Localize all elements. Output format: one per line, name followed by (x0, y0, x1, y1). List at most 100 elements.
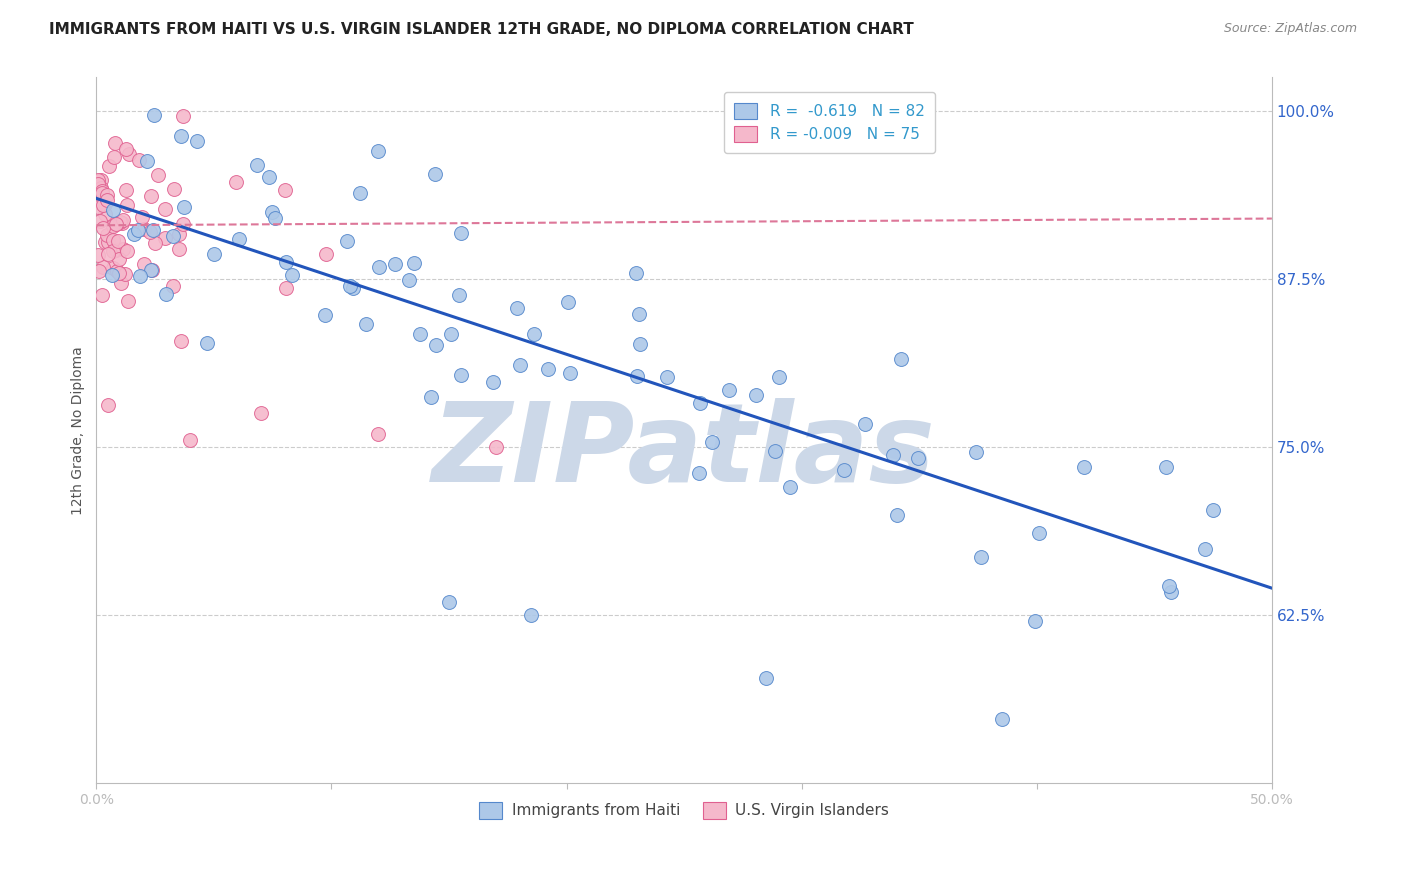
Point (263, 211, 285, 225)
Point (779, 480, 801, 494)
Point (1157, 578, 1180, 592)
Point (103, 233, 125, 247)
Point (965, 444, 987, 458)
Point (450, 368, 472, 383)
Point (384, 257, 406, 271)
Point (907, 451, 929, 466)
Point (853, 417, 876, 431)
Point (356, 317, 378, 331)
Text: ZIPatlas: ZIPatlas (432, 398, 936, 505)
Point (626, 369, 648, 384)
Point (89, 214, 111, 228)
Point (260, 205, 283, 219)
Point (115, 183, 138, 197)
Point (97, 235, 120, 249)
Point (970, 549, 993, 564)
Point (90, 184, 112, 198)
Legend: Immigrants from Haiti, U.S. Virgin Islanders: Immigrants from Haiti, U.S. Virgin Islan… (474, 796, 894, 825)
Point (482, 375, 505, 389)
Point (91, 260, 114, 274)
Point (162, 228, 184, 243)
Point (91, 198, 114, 212)
Point (440, 327, 463, 342)
Point (103, 150, 125, 164)
Point (128, 153, 150, 168)
Point (628, 337, 651, 351)
Point (520, 608, 543, 623)
Point (367, 426, 389, 441)
Point (94, 197, 117, 211)
Point (170, 128, 193, 143)
Point (755, 671, 778, 685)
Point (1201, 503, 1223, 517)
Point (425, 338, 447, 352)
Point (122, 227, 145, 241)
Point (336, 234, 359, 248)
Point (450, 226, 472, 240)
Point (890, 352, 912, 367)
Point (274, 183, 297, 197)
Point (90, 181, 112, 195)
Point (246, 158, 269, 172)
Point (186, 134, 208, 148)
Point (768, 370, 790, 384)
Point (624, 267, 647, 281)
Point (689, 396, 711, 410)
Y-axis label: 12th Grade, No Diploma: 12th Grade, No Diploma (72, 346, 86, 515)
Point (225, 175, 247, 189)
Point (105, 244, 128, 258)
Point (173, 200, 195, 214)
Point (87, 248, 110, 262)
Point (250, 406, 273, 420)
Point (702, 434, 724, 449)
Point (103, 219, 125, 233)
Point (111, 216, 134, 230)
Point (560, 366, 582, 380)
Point (110, 277, 132, 291)
Point (506, 301, 529, 316)
Point (114, 267, 136, 281)
Point (91, 288, 114, 302)
Point (367, 260, 389, 274)
Point (509, 358, 531, 372)
Point (274, 281, 297, 295)
Point (172, 217, 194, 231)
Point (138, 225, 160, 239)
Point (131, 210, 153, 224)
Point (280, 268, 302, 282)
Point (342, 281, 364, 295)
Point (128, 269, 150, 284)
Point (485, 440, 508, 454)
Point (115, 244, 138, 258)
Point (101, 268, 124, 282)
Point (745, 388, 768, 402)
Point (162, 278, 184, 293)
Point (142, 223, 165, 237)
Point (86, 200, 108, 214)
Point (127, 223, 149, 237)
Point (139, 263, 162, 277)
Point (98, 159, 121, 173)
Point (86, 178, 108, 192)
Point (87, 173, 110, 187)
Point (763, 444, 786, 458)
Point (228, 232, 250, 246)
Point (90, 173, 112, 187)
Point (167, 227, 190, 242)
Point (146, 168, 169, 182)
Point (834, 463, 856, 477)
Point (1024, 614, 1046, 628)
Point (169, 334, 191, 348)
Point (103, 260, 125, 275)
Point (108, 252, 131, 266)
Point (104, 136, 127, 150)
Point (402, 256, 425, 270)
Point (134, 222, 156, 236)
Point (135, 154, 157, 169)
Point (627, 307, 650, 321)
Point (1073, 460, 1095, 475)
Point (103, 244, 125, 258)
Point (202, 247, 225, 261)
Point (142, 108, 165, 122)
Point (449, 288, 471, 302)
